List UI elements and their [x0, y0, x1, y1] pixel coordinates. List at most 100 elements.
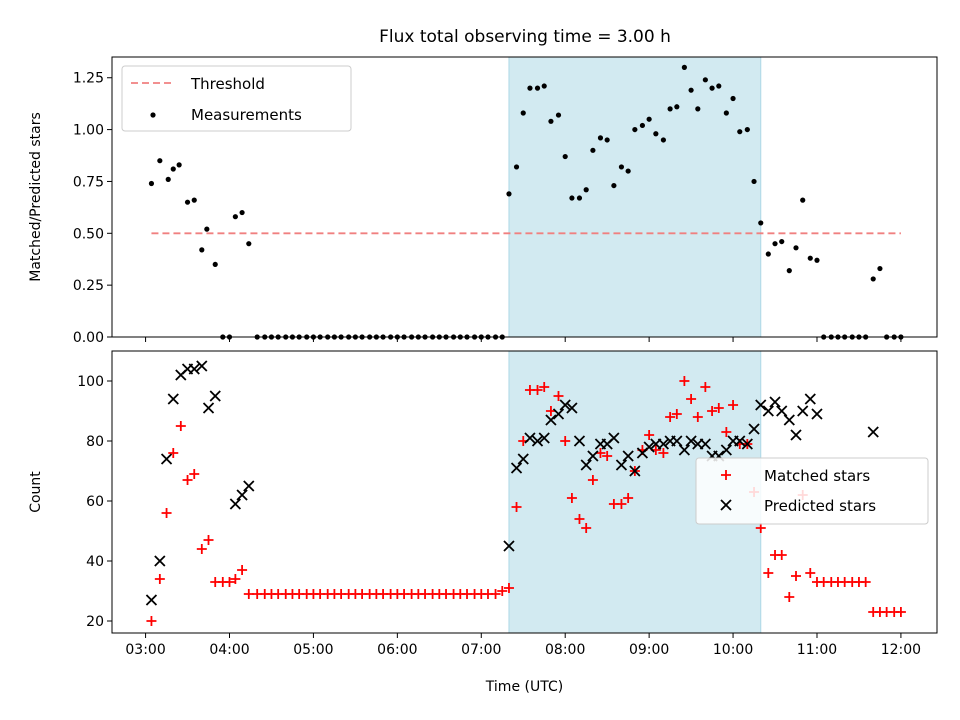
data-point [870, 276, 876, 282]
y-tick-label: 0.00 [73, 330, 104, 346]
y-tick-label: 80 [86, 434, 104, 450]
y-tick-label: 1.00 [73, 123, 104, 139]
data-point [779, 238, 785, 245]
bottom-panel: 20 40 60 80 100 03:00 04:00 05:00 06:00 07:00 08:0… [28, 350, 938, 695]
data-point [175, 421, 186, 431]
y-tick-label: 60 [86, 494, 104, 510]
data-point [783, 414, 795, 426]
data-point [157, 158, 163, 164]
data-point [154, 574, 165, 584]
x-axis-label: Time (UTC) [485, 679, 563, 695]
legend-measurements-label: Measurements [191, 106, 302, 124]
data-point [723, 110, 729, 116]
data-point [527, 85, 533, 91]
data-point [562, 153, 568, 160]
data-point [154, 555, 166, 567]
data-point [765, 251, 771, 257]
series-measurements [148, 64, 904, 340]
data-point [811, 408, 823, 420]
data-point [867, 426, 879, 438]
data-point [895, 607, 906, 617]
data-point [236, 489, 248, 501]
data-point [793, 245, 799, 251]
data-point [625, 168, 631, 174]
x-tick-label: 09:00 [629, 642, 669, 658]
data-point [807, 255, 813, 261]
data-point [243, 480, 255, 492]
data-point [196, 360, 208, 372]
data-point [646, 116, 652, 122]
y-tick-label: 1.25 [73, 71, 104, 87]
series-predicted-stars [145, 360, 879, 606]
data-point [209, 390, 221, 402]
data-point [503, 540, 515, 552]
data-point [246, 241, 252, 247]
x-tick-label: 08:00 [545, 642, 585, 658]
data-point [755, 523, 766, 533]
data-point [548, 118, 554, 124]
y-tick-label: 20 [86, 614, 104, 630]
data-point [877, 265, 883, 272]
y-axis-label: Count [28, 471, 44, 513]
x-tick-label: 03:00 [125, 642, 165, 658]
data-point [189, 469, 200, 479]
data-point [632, 126, 638, 133]
data-point [243, 589, 254, 599]
data-point [791, 571, 802, 581]
data-point [145, 594, 158, 606]
axes-frame [111, 350, 938, 634]
data-point [741, 438, 753, 450]
data-point [583, 187, 589, 193]
data-point [728, 400, 739, 410]
data-point [520, 110, 526, 116]
data-point [510, 462, 523, 474]
data-point [762, 405, 774, 417]
data-point [772, 241, 778, 247]
data-point [165, 176, 171, 182]
legend-top: Threshold Measurements [121, 65, 352, 132]
data-point [580, 459, 592, 471]
data-point [737, 129, 743, 135]
data-point [611, 182, 617, 189]
x-tick-label: 11:00 [797, 642, 837, 658]
data-point [776, 550, 787, 560]
data-point [184, 199, 191, 205]
data-point [552, 408, 565, 420]
data-point [716, 83, 722, 89]
data-point [657, 438, 670, 450]
x-tick-label: 05:00 [293, 642, 333, 658]
data-point [531, 435, 544, 447]
data-point [629, 465, 641, 477]
data-point [196, 544, 207, 554]
data-point [229, 498, 242, 510]
data-point [511, 502, 522, 512]
data-point [202, 402, 215, 414]
data-point [776, 405, 788, 417]
data-point [623, 493, 634, 503]
legend-bottom: Matched stars Predicted stars [695, 457, 929, 525]
data-point [755, 399, 767, 411]
data-point [700, 382, 711, 392]
data-point [188, 363, 200, 375]
legend-measurements-swatch [150, 112, 156, 118]
data-point [576, 195, 583, 201]
data-point [805, 568, 816, 578]
data-point [679, 376, 690, 386]
data-point [707, 406, 718, 416]
data-point [713, 403, 724, 413]
data-point [622, 450, 634, 462]
data-point [559, 399, 571, 411]
data-point [199, 247, 205, 253]
x-tick-label: 06:00 [377, 642, 417, 658]
y-tick-label: 100 [77, 374, 104, 390]
legend-matched-label: Matched stars [764, 467, 870, 485]
data-point [204, 226, 210, 232]
data-point [161, 508, 172, 518]
data-point [569, 195, 575, 201]
data-point [639, 122, 646, 129]
data-point [744, 126, 750, 133]
data-point [608, 432, 620, 444]
data-point [148, 180, 155, 187]
data-point [232, 214, 238, 220]
data-point [532, 385, 543, 395]
